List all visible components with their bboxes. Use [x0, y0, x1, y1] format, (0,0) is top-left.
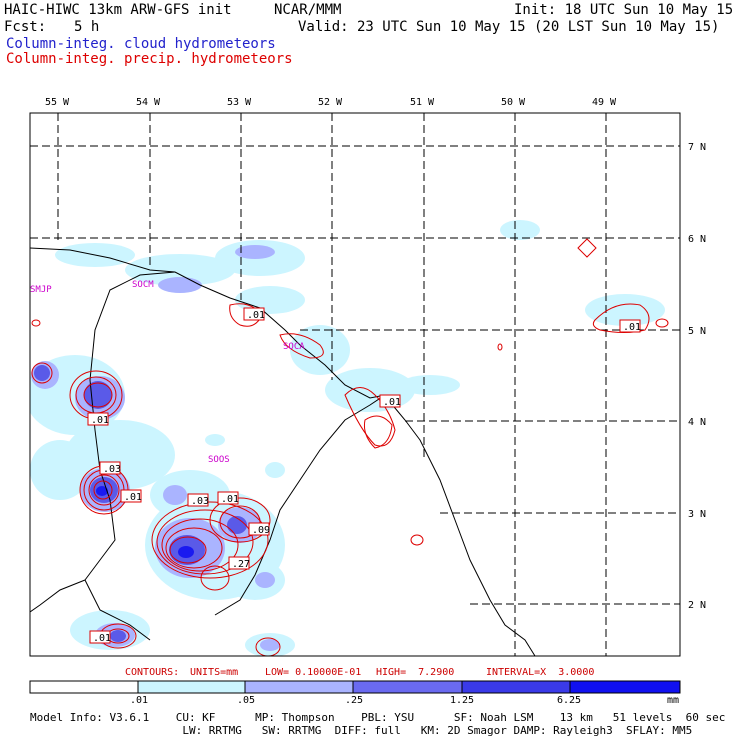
lon-label-50w: 50 W [501, 97, 526, 108]
colorbar-units: mm [667, 695, 680, 706]
precip-contours [31, 238, 669, 656]
colorbar-label-1.25: 1.25 [450, 695, 475, 706]
station-label-soca: SOCA [283, 342, 305, 352]
product-title: HAIC-HIWC 13km ARW-GFS init [4, 2, 232, 18]
lon-label-51w: 51 W [410, 97, 435, 108]
cloud-legend-label: Column-integ. cloud hydrometeors [6, 36, 276, 52]
svg-text:.01: .01 [623, 322, 641, 333]
svg-text:.01: .01 [91, 415, 109, 426]
svg-text:.27: .27 [232, 559, 250, 570]
svg-text:.01: .01 [93, 633, 111, 644]
contour-info-interval: INTERVAL=X 3.0000 [486, 667, 595, 678]
lon-label-55w: 55 W [45, 97, 70, 108]
model-info-line-2: LW: RRTMG SW: RRTMG DIFF: full KM: 2D Sm… [30, 724, 693, 737]
lon-label-52w: 52 W [318, 97, 343, 108]
contour-info-label: CONTOURS: [125, 667, 180, 678]
lon-label-54w: 54 W [136, 97, 161, 108]
contour-label-j: .27 [228, 556, 250, 570]
station-label-smjp: SMJP [30, 285, 52, 295]
colorbar-label-0.01: .01 [130, 695, 149, 706]
svg-text:.01: .01 [247, 310, 265, 321]
colorbar [29, 680, 681, 694]
lon-label-49w: 49 W [592, 97, 617, 108]
forecast-label: Fcst: [4, 19, 47, 35]
contour-label-d: .01 [87, 412, 109, 426]
colorbar-label-0.05: .05 [237, 695, 256, 706]
valid-time: Valid: 23 UTC Sun 10 May 15 (20 LST Sun … [298, 19, 720, 35]
contour-label-k: .01 [89, 630, 111, 644]
lat-label-2n: 2 N [688, 600, 706, 611]
lat-label-3n: 3 N [688, 509, 706, 520]
svg-text:.01: .01 [221, 494, 239, 505]
contour-label-h: .01 [217, 491, 239, 505]
contour-label-f: .01 [120, 489, 142, 503]
station-label-soos: SOOS [208, 455, 230, 465]
model-info-line-1: Model Info: V3.6.1 CU: KF MP: Thompson P… [30, 711, 726, 724]
colorbar-label-6.25: 6.25 [557, 695, 582, 706]
contour-info-units: UNITS=mm [190, 667, 239, 678]
contour-label-b: .01 [379, 394, 401, 408]
cloud-light-field [30, 220, 665, 656]
precip-legend-label: Column-integ. precip. hydrometeors [6, 51, 293, 67]
lat-label-7n: 7 N [688, 142, 706, 153]
lat-label-6n: 6 N [688, 234, 706, 245]
svg-text:.03: .03 [103, 464, 121, 475]
contour-label-i: .09 [248, 522, 270, 536]
station-label-socm: SOCM [132, 280, 154, 290]
contour-label-a: .01 [243, 307, 265, 321]
lat-label-5n: 5 N [688, 326, 706, 337]
svg-text:.01: .01 [124, 492, 142, 503]
contour-info-low: LOW= 0.10000E-01 [265, 667, 362, 678]
lon-label-53w: 53 W [227, 97, 252, 108]
coastline [30, 247, 536, 656]
forecast-hours: 5 h [74, 19, 100, 35]
contour-label-c: .01 [619, 319, 641, 333]
init-time: Init: 18 UTC Sun 10 May 15 [514, 2, 734, 18]
map-frame [29, 112, 681, 657]
svg-text:.09: .09 [252, 525, 270, 536]
contour-info-high: HIGH= 7.2900 [376, 667, 455, 678]
colorbar-label-0.25: .25 [345, 695, 364, 706]
contour-label-e: .03 [99, 461, 121, 475]
contour-label-g: .03 [187, 493, 209, 507]
organization: NCAR/MMM [274, 2, 342, 18]
svg-text:.03: .03 [191, 496, 209, 507]
svg-text:.01: .01 [383, 397, 401, 408]
lat-label-4n: 4 N [688, 417, 706, 428]
lat-lon-grid [30, 113, 680, 656]
